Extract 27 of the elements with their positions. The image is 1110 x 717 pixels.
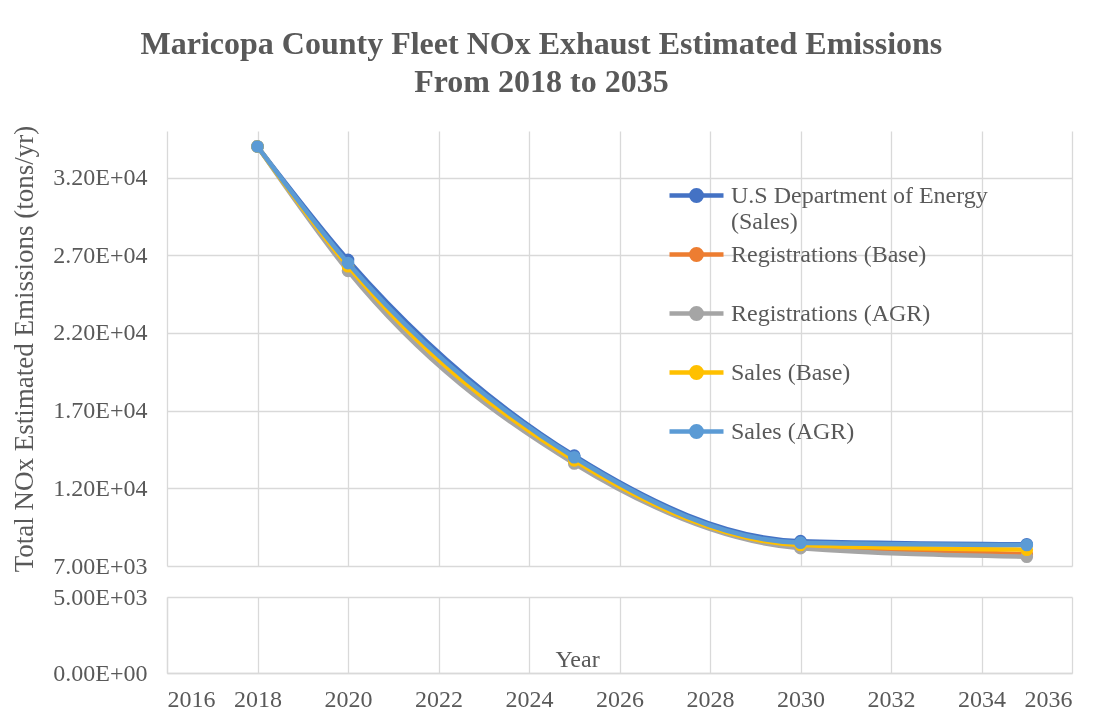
y-tick-label: 1.70E+04 [53,397,148,424]
y-tick-label: 2.20E+04 [53,319,148,346]
chart-title: Maricopa County Fleet NOx Exhaust Estimated Emissions From 2018 to 2035 [140,25,943,100]
x-tick-label: 2036 [1024,685,1073,712]
y-tick-label: 0.00E+00 [53,659,148,686]
y-axis-title: Total NOx Estimated Emissions (tons/yr) [9,125,40,573]
y-tick-label: 2.70E+04 [53,241,148,268]
x-tick-label: 2028 [686,685,735,712]
x-tick-label: 2016 [167,685,216,712]
y-tick-label: 1.20E+04 [53,474,148,501]
legend-label: Registrations (AGR) [731,299,931,326]
x-tick-label: 2026 [596,685,644,712]
y-tick-label: 5.00E+03 [53,583,148,610]
legend-label: Registrations (Base) [731,240,927,267]
x-tick-label: 2034 [958,685,1006,712]
x-tick-label: 2018 [234,685,282,712]
x-tick-label: 2032 [867,685,916,712]
y-tick-label: 7.00E+03 [53,552,148,579]
legend-label: Sales (AGR) [731,417,855,444]
x-tick-label: 2024 [505,685,554,712]
y-tick-label: 3.20E+04 [53,164,148,191]
x-tick-label: 2022 [415,685,463,712]
legend-label: Sales (Base) [731,358,851,385]
x-tick-label: 2020 [324,685,373,712]
x-tick-label: 2030 [777,685,825,712]
legend-label: U.S Department of Energy (Sales) [731,181,988,234]
x-axis-title: Year [555,645,600,672]
